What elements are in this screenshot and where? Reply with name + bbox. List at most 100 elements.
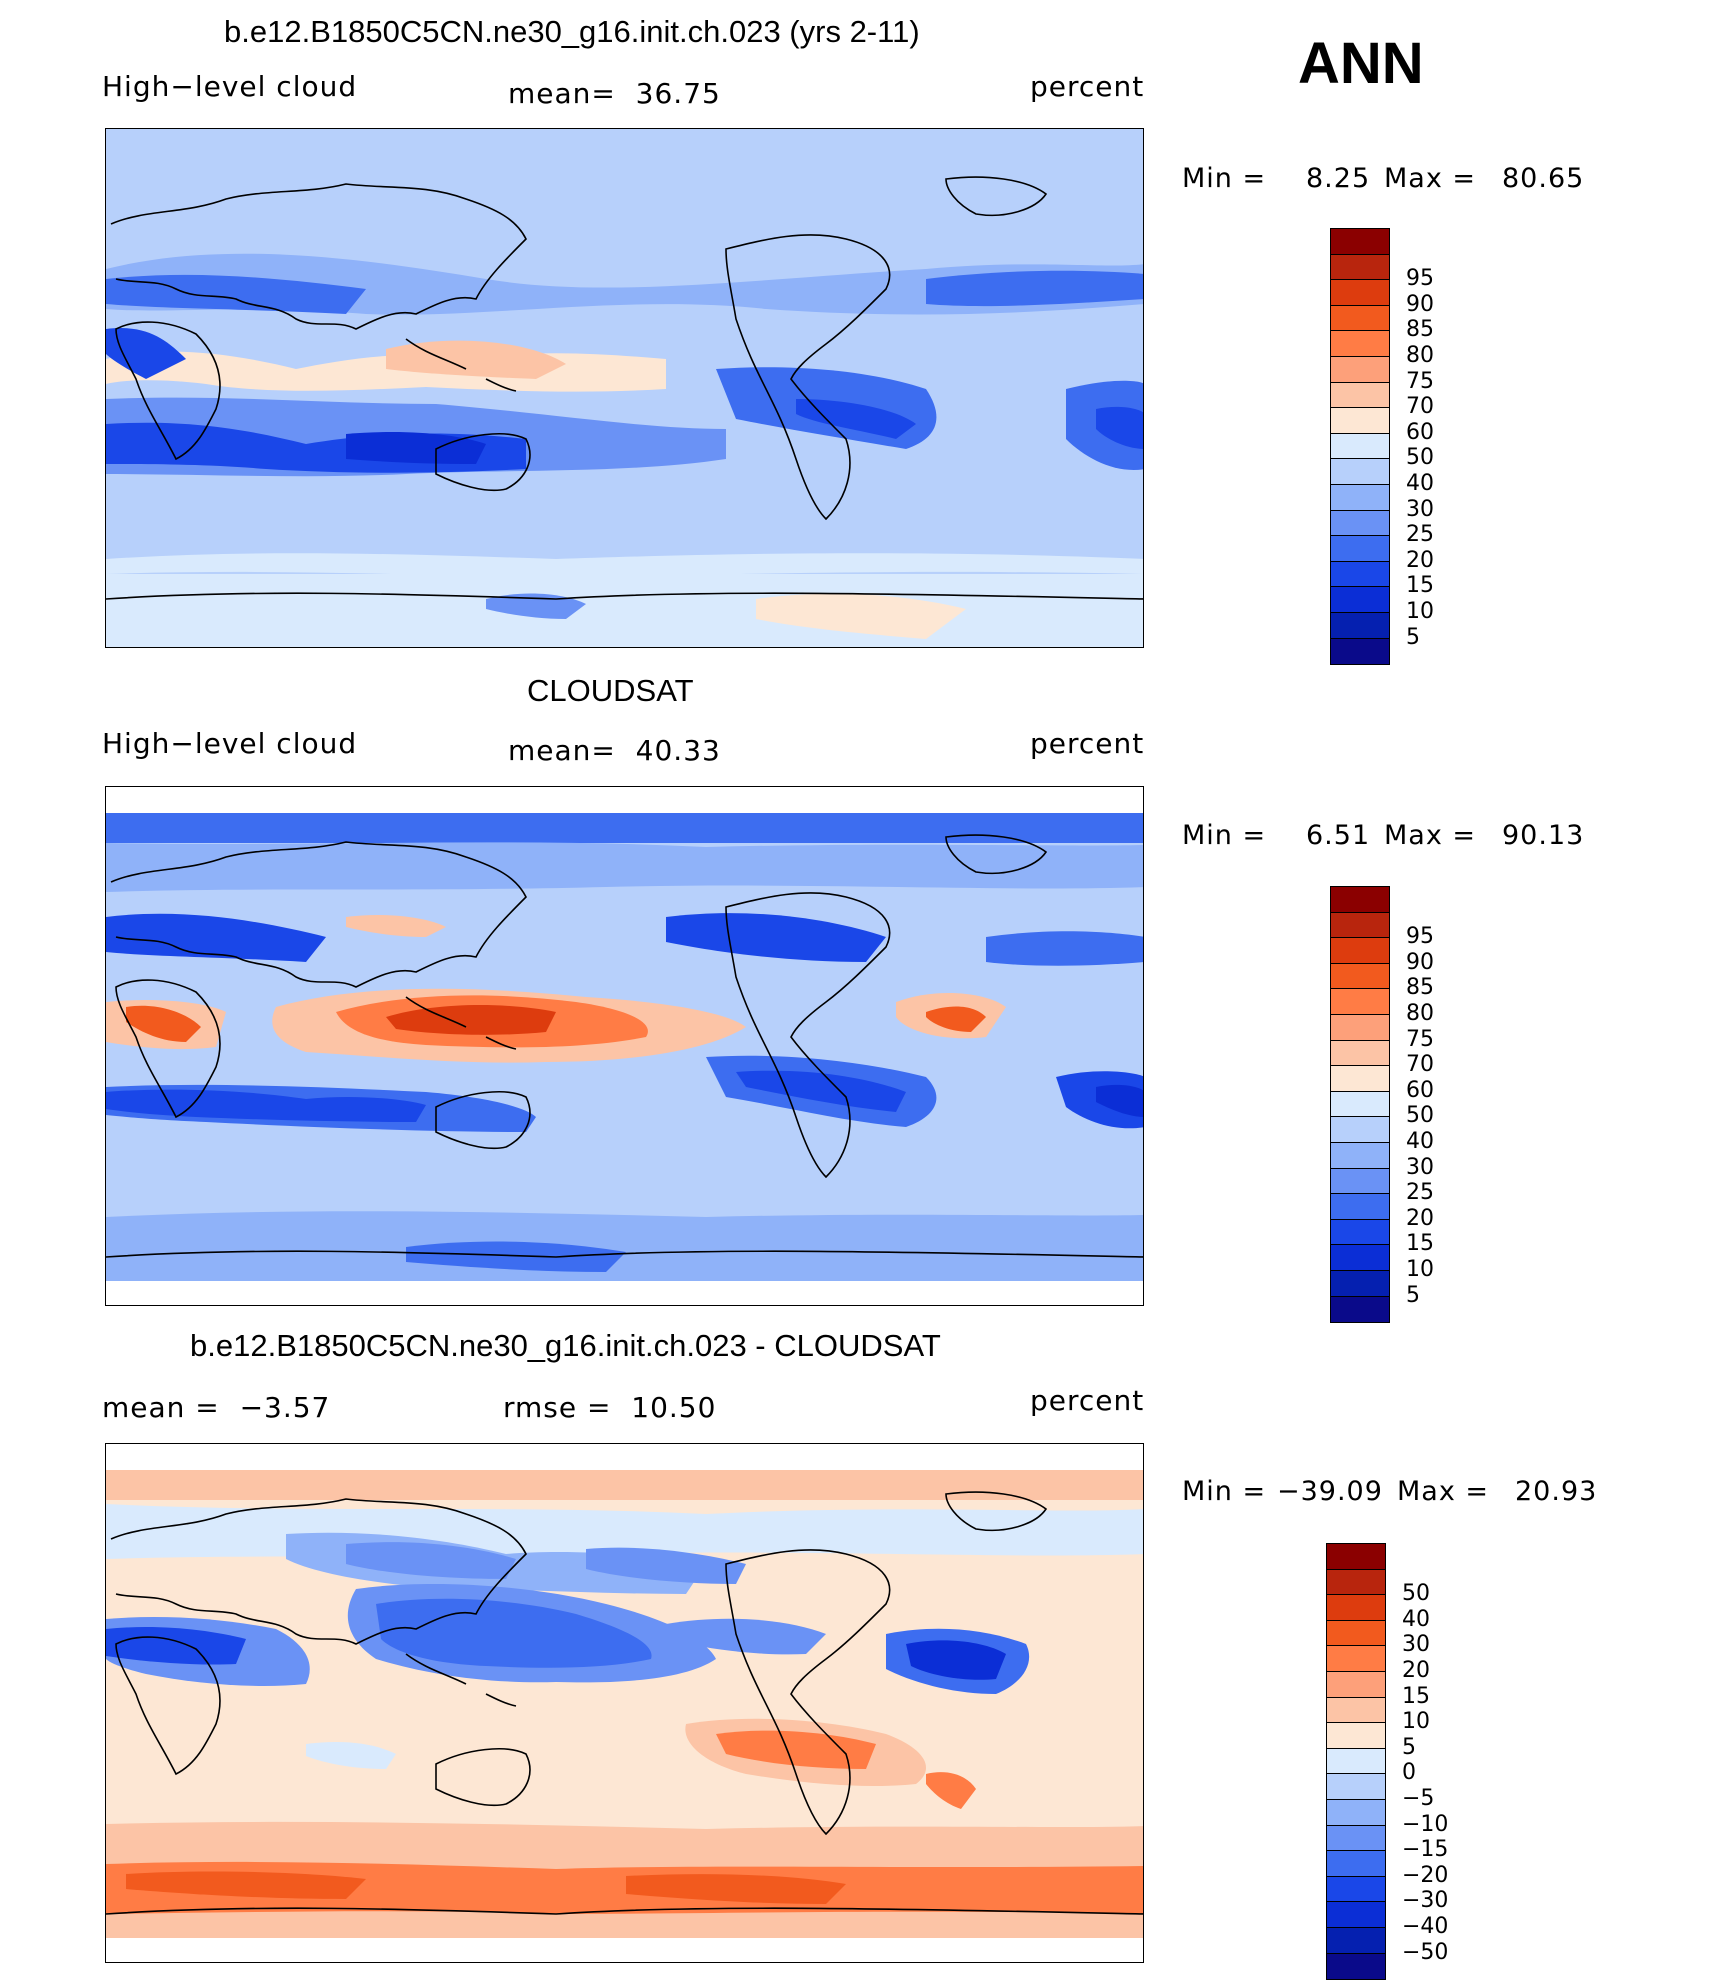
colorbar-box — [1327, 1569, 1385, 1596]
panel3-contour-map — [106, 1444, 1143, 1962]
colorbar-box — [1331, 1270, 1389, 1297]
panel1-map — [105, 128, 1144, 648]
colorbar-box — [1331, 382, 1389, 409]
colorbar-tick-label: 95 — [1406, 924, 1434, 950]
colorbar-box — [1331, 280, 1389, 306]
panel2-contour-map — [106, 787, 1143, 1305]
colorbar-tick-label: 10 — [1406, 599, 1434, 624]
colorbar-tick-label: 30 — [1406, 1154, 1434, 1180]
colorbar-tick-label: 30 — [1402, 1632, 1430, 1658]
panel3-min-value: −39.09 — [1277, 1476, 1383, 1507]
colorbar-tick-label: 40 — [1406, 471, 1434, 496]
colorbar-tick-label: 30 — [1406, 496, 1434, 522]
colorbar-box — [1331, 229, 1389, 255]
colorbar-tick-label: 15 — [1402, 1683, 1430, 1709]
colorbar-box — [1327, 1595, 1385, 1621]
colorbar-tick-label: 5 — [1406, 1282, 1420, 1308]
panel1-variable-label: High−level cloud — [102, 70, 358, 103]
panel1-mean-label: mean= 36.75 — [508, 77, 721, 110]
colorbar-box — [1331, 1245, 1389, 1271]
panel3-rmse-label: rmse = 10.50 — [503, 1391, 717, 1424]
colorbar-box — [1327, 1825, 1385, 1852]
colorbar-tick-label: 20 — [1406, 1205, 1434, 1231]
colorbar-tick-label: 15 — [1406, 573, 1434, 599]
colorbar-box — [1331, 408, 1389, 434]
colorbar-tick-label: 85 — [1406, 317, 1434, 343]
colorbar-tick-label: 20 — [1402, 1658, 1430, 1683]
colorbar-tick-label: 25 — [1406, 522, 1434, 548]
colorbar-box — [1331, 638, 1389, 665]
colorbar-box — [1331, 1194, 1389, 1220]
colorbar-tick-label: 40 — [1402, 1606, 1430, 1632]
colorbar-tick-label: 60 — [1406, 419, 1434, 445]
panel3-map — [105, 1443, 1144, 1963]
colorbar-box — [1331, 254, 1389, 281]
colorbar-tick-label: 50 — [1406, 1103, 1434, 1129]
colorbar-box — [1331, 305, 1389, 332]
panel2-title: CLOUDSAT — [527, 673, 694, 708]
colorbar-tick-label: 50 — [1406, 445, 1434, 471]
colorbar-box — [1327, 1620, 1385, 1647]
colorbar-box — [1331, 612, 1389, 639]
colorbar-box — [1327, 1851, 1385, 1877]
colorbar-box — [1327, 1902, 1385, 1928]
colorbar-tick-label: 90 — [1406, 949, 1434, 975]
panel3-max-label: Max = — [1397, 1476, 1490, 1507]
panel2-map — [105, 786, 1144, 1306]
colorbar-box — [1327, 1927, 1385, 1954]
panel1-min-value: 8.25 — [1306, 163, 1371, 194]
panel1-title: b.e12.B1850C5CN.ne30_g16.init.ch.023 (yr… — [224, 14, 920, 49]
panel2-max-label: Max = — [1384, 820, 1477, 851]
panel1-colorbar-boxes — [1330, 228, 1390, 666]
season-label: ANN — [1298, 31, 1424, 96]
colorbar-tick-label: 5 — [1406, 624, 1420, 650]
colorbar-tick-label: 80 — [1406, 343, 1434, 368]
panel3-max-value: 20.93 — [1515, 1476, 1598, 1507]
colorbar-tick-label: 75 — [1406, 1026, 1434, 1052]
colorbar-box — [1327, 1671, 1385, 1698]
colorbar-box — [1331, 1014, 1389, 1041]
colorbar-box — [1331, 912, 1389, 939]
colorbar-box — [1331, 887, 1389, 913]
colorbar-box — [1331, 1296, 1389, 1323]
colorbar-box — [1331, 1040, 1389, 1067]
colorbar-box — [1331, 536, 1389, 562]
colorbar-tick-label: 5 — [1402, 1734, 1416, 1760]
colorbar-tick-label: 95 — [1406, 266, 1434, 292]
colorbar-tick-label: 40 — [1406, 1129, 1434, 1154]
colorbar-box — [1331, 938, 1389, 964]
colorbar-box — [1331, 989, 1389, 1015]
panel3-mean-label: mean = −3.57 — [102, 1391, 331, 1424]
panel1-max-value: 80.65 — [1502, 163, 1585, 194]
panel1-units-label: percent — [1030, 70, 1145, 103]
colorbar-box — [1331, 1142, 1389, 1169]
panel2-min-value: 6.51 — [1306, 820, 1371, 851]
colorbar-box — [1327, 1723, 1385, 1749]
panel2-colorbar-boxes — [1330, 886, 1390, 1324]
colorbar-tick-label: 85 — [1406, 975, 1434, 1001]
panel1-max-label: Max = — [1384, 163, 1477, 194]
colorbar-box — [1331, 1117, 1389, 1143]
colorbar-box — [1327, 1876, 1385, 1903]
colorbar-tick-label: 20 — [1406, 547, 1434, 573]
colorbar-tick-label: 0 — [1402, 1760, 1416, 1786]
colorbar-box — [1327, 1953, 1385, 1980]
colorbar-box — [1327, 1799, 1385, 1826]
colorbar-tick-label: 70 — [1406, 394, 1434, 420]
colorbar-box — [1327, 1697, 1385, 1724]
colorbar-tick-label: 70 — [1406, 1052, 1434, 1078]
colorbar-tick-label: 15 — [1406, 1231, 1434, 1257]
colorbar-tick-label: 75 — [1406, 368, 1434, 394]
colorbar-tick-label: −40 — [1402, 1914, 1449, 1939]
colorbar-box — [1331, 1219, 1389, 1246]
panel3-title: b.e12.B1850C5CN.ne30_g16.init.ch.023 - C… — [190, 1328, 941, 1363]
colorbar-tick-label: −30 — [1402, 1888, 1449, 1914]
colorbar-tick-label: −20 — [1402, 1862, 1449, 1888]
colorbar-box — [1331, 963, 1389, 990]
colorbar-tick-label: 50 — [1402, 1581, 1430, 1607]
colorbar-tick-label: 10 — [1406, 1257, 1434, 1282]
colorbar-tick-label: 10 — [1402, 1709, 1430, 1735]
panel2-min-label: Min = — [1182, 820, 1267, 851]
colorbar-box — [1331, 1066, 1389, 1092]
colorbar-box — [1331, 1168, 1389, 1195]
